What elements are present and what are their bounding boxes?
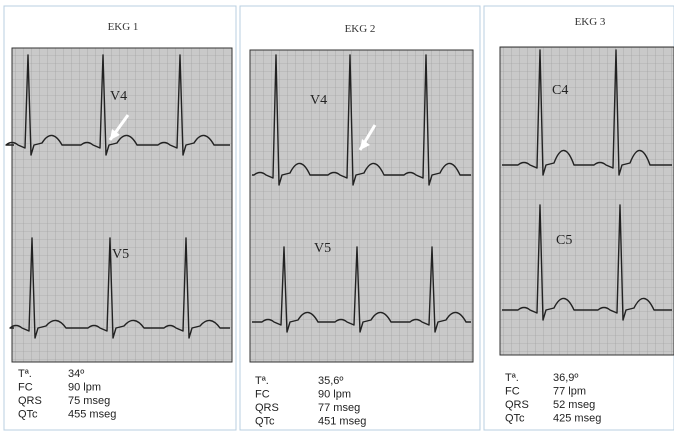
measure-value: 90 lpm <box>68 382 101 394</box>
measure-value: 36,9º <box>553 372 578 384</box>
measure-label: QTc <box>18 409 38 421</box>
measure-label: FC <box>505 386 520 398</box>
measure-value: 77 mseg <box>318 402 360 414</box>
measure-label: FC <box>18 382 33 394</box>
lead-label: V4 <box>110 89 127 104</box>
panel-title: EKG 1 <box>108 21 139 33</box>
lead-label: V5 <box>314 241 331 256</box>
measure-value: 455 mseg <box>68 409 116 421</box>
measure-label: FC <box>255 389 270 401</box>
measure-label: Tª. <box>255 375 269 387</box>
lead-label: V5 <box>112 247 129 262</box>
measure-value: 75 mseg <box>68 395 110 407</box>
lead-label: V4 <box>310 93 327 108</box>
measure-value: 34º <box>68 368 84 380</box>
measure-value: 451 mseg <box>318 416 366 428</box>
measure-value: 77 lpm <box>553 386 586 398</box>
measure-label: QTc <box>255 416 275 428</box>
panel-title: EKG 3 <box>575 16 606 28</box>
measure-value: 425 mseg <box>553 413 601 425</box>
measure-label: QRS <box>18 395 42 407</box>
measure-label: QRS <box>505 399 529 411</box>
measure-label: QTc <box>505 413 525 425</box>
measure-label: QRS <box>255 402 279 414</box>
measure-label: Tª. <box>18 368 32 380</box>
ekg-strip <box>500 47 674 355</box>
measure-value: 90 lpm <box>318 389 351 401</box>
measure-value: 35,6º <box>318 375 343 387</box>
measure-value: 52 mseg <box>553 399 595 411</box>
measure-label: Tª. <box>505 372 519 384</box>
lead-label: C4 <box>552 83 568 98</box>
ekg-strip <box>250 50 473 362</box>
figure: EKG 1 EKG 2 EKG 3 V4 V5 V4 V5 C4 C5 Tª. 3… <box>0 0 674 432</box>
panel-title: EKG 2 <box>345 23 376 35</box>
lead-label: C5 <box>556 233 572 248</box>
